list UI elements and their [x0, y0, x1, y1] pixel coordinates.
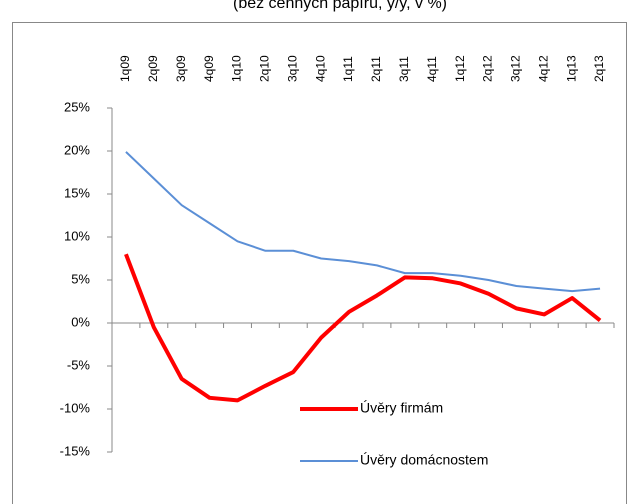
x-tick-label: 1q12 — [453, 55, 467, 82]
x-tick-label: 1q13 — [564, 55, 578, 82]
y-tick-label: 15% — [64, 185, 90, 200]
series-line — [125, 151, 601, 293]
x-tick-label: 4q10 — [313, 55, 327, 82]
y-tick-label: 0% — [71, 314, 90, 329]
legend-label: Úvěry domácnostem — [360, 452, 488, 468]
x-tick-label: 1q10 — [230, 55, 244, 82]
x-tick-label: 2q12 — [481, 55, 495, 82]
x-tick-label: 4q12 — [536, 55, 550, 82]
x-tick-label: 3q11 — [397, 56, 411, 82]
x-tick-label: 4q11 — [425, 56, 439, 82]
x-tick-label: 3q09 — [174, 55, 188, 82]
y-tick-label: 5% — [71, 271, 90, 286]
y-tick-label: 20% — [64, 142, 90, 157]
x-tick-label: 1q11 — [341, 56, 355, 82]
chart-frame — [12, 22, 627, 504]
y-tick-label: -5% — [67, 357, 91, 372]
x-tick-label: 2q13 — [592, 55, 606, 82]
x-tick-label: 4q09 — [202, 55, 216, 82]
series-line — [124, 253, 602, 403]
y-tick-label: 10% — [64, 228, 90, 243]
x-tick-label: 3q10 — [285, 55, 299, 82]
x-tick-label: 3q12 — [509, 55, 523, 82]
y-tick-label: -15% — [60, 443, 91, 458]
x-tick-label: 2q11 — [369, 56, 383, 82]
chart-subtitle: (bez cenných papírů, y/y, v %) — [233, 0, 447, 12]
y-tick-label: 25% — [64, 99, 90, 114]
y-tick-label: -10% — [60, 400, 91, 415]
legend-label: Úvěry firmám — [360, 400, 443, 416]
x-tick-label: 2q10 — [258, 55, 272, 82]
x-tick-label: 2q09 — [146, 55, 160, 82]
x-tick-label: 1q09 — [118, 55, 132, 82]
